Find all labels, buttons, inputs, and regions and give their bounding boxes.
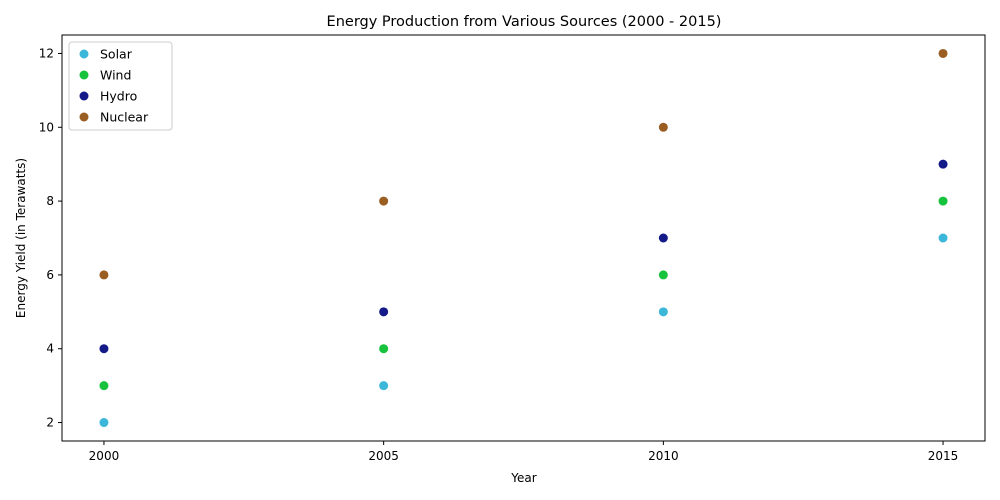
legend-marker-solar	[79, 49, 89, 59]
data-point-wind	[99, 381, 109, 391]
x-tick-label: 2005	[368, 449, 399, 463]
data-point-hydro	[938, 159, 948, 169]
data-point-wind	[379, 344, 389, 354]
y-tick-label: 12	[39, 46, 54, 60]
data-point-nuclear	[938, 48, 948, 58]
data-point-wind	[938, 196, 948, 206]
x-tick-label: 2015	[928, 449, 959, 463]
legend-marker-nuclear	[79, 112, 89, 122]
legend-label-nuclear: Nuclear	[100, 110, 149, 125]
y-tick-label: 6	[46, 268, 54, 282]
data-point-wind	[658, 270, 668, 280]
data-point-nuclear	[379, 196, 389, 206]
legend-marker-wind	[79, 70, 89, 80]
data-point-solar	[99, 418, 109, 428]
x-tick-label: 2010	[648, 449, 679, 463]
data-point-nuclear	[99, 270, 109, 280]
chart-title: Energy Production from Various Sources (…	[327, 14, 722, 30]
data-point-solar	[379, 381, 389, 391]
x-tick-label: 2000	[89, 449, 120, 463]
x-axis: 2000 2005 2010 2015	[89, 441, 959, 463]
legend-marker-hydro	[79, 91, 89, 101]
x-axis-label: Year	[510, 471, 536, 485]
data-point-hydro	[99, 344, 109, 354]
legend-label-hydro: Hydro	[100, 89, 137, 104]
legend-label-wind: Wind	[100, 68, 131, 83]
y-tick-label: 4	[46, 342, 54, 356]
y-tick-label: 2	[46, 416, 54, 430]
plot-frame	[61, 34, 986, 442]
legend: Solar Wind Hydro Nuclear	[68, 41, 173, 131]
data-point-nuclear	[658, 122, 668, 132]
data-points	[99, 48, 948, 428]
y-tick-label: 8	[46, 194, 54, 208]
y-tick-label: 10	[39, 120, 54, 134]
data-point-hydro	[658, 233, 668, 243]
data-point-hydro	[379, 307, 389, 317]
legend-label-solar: Solar	[100, 47, 133, 62]
legend-frame	[68, 41, 173, 131]
data-point-solar	[938, 233, 948, 243]
data-point-solar	[658, 307, 668, 317]
y-axis-label: Energy Yield (in Terawatts)	[14, 158, 28, 318]
y-axis: 2 4 6 8 10 12	[39, 46, 62, 430]
